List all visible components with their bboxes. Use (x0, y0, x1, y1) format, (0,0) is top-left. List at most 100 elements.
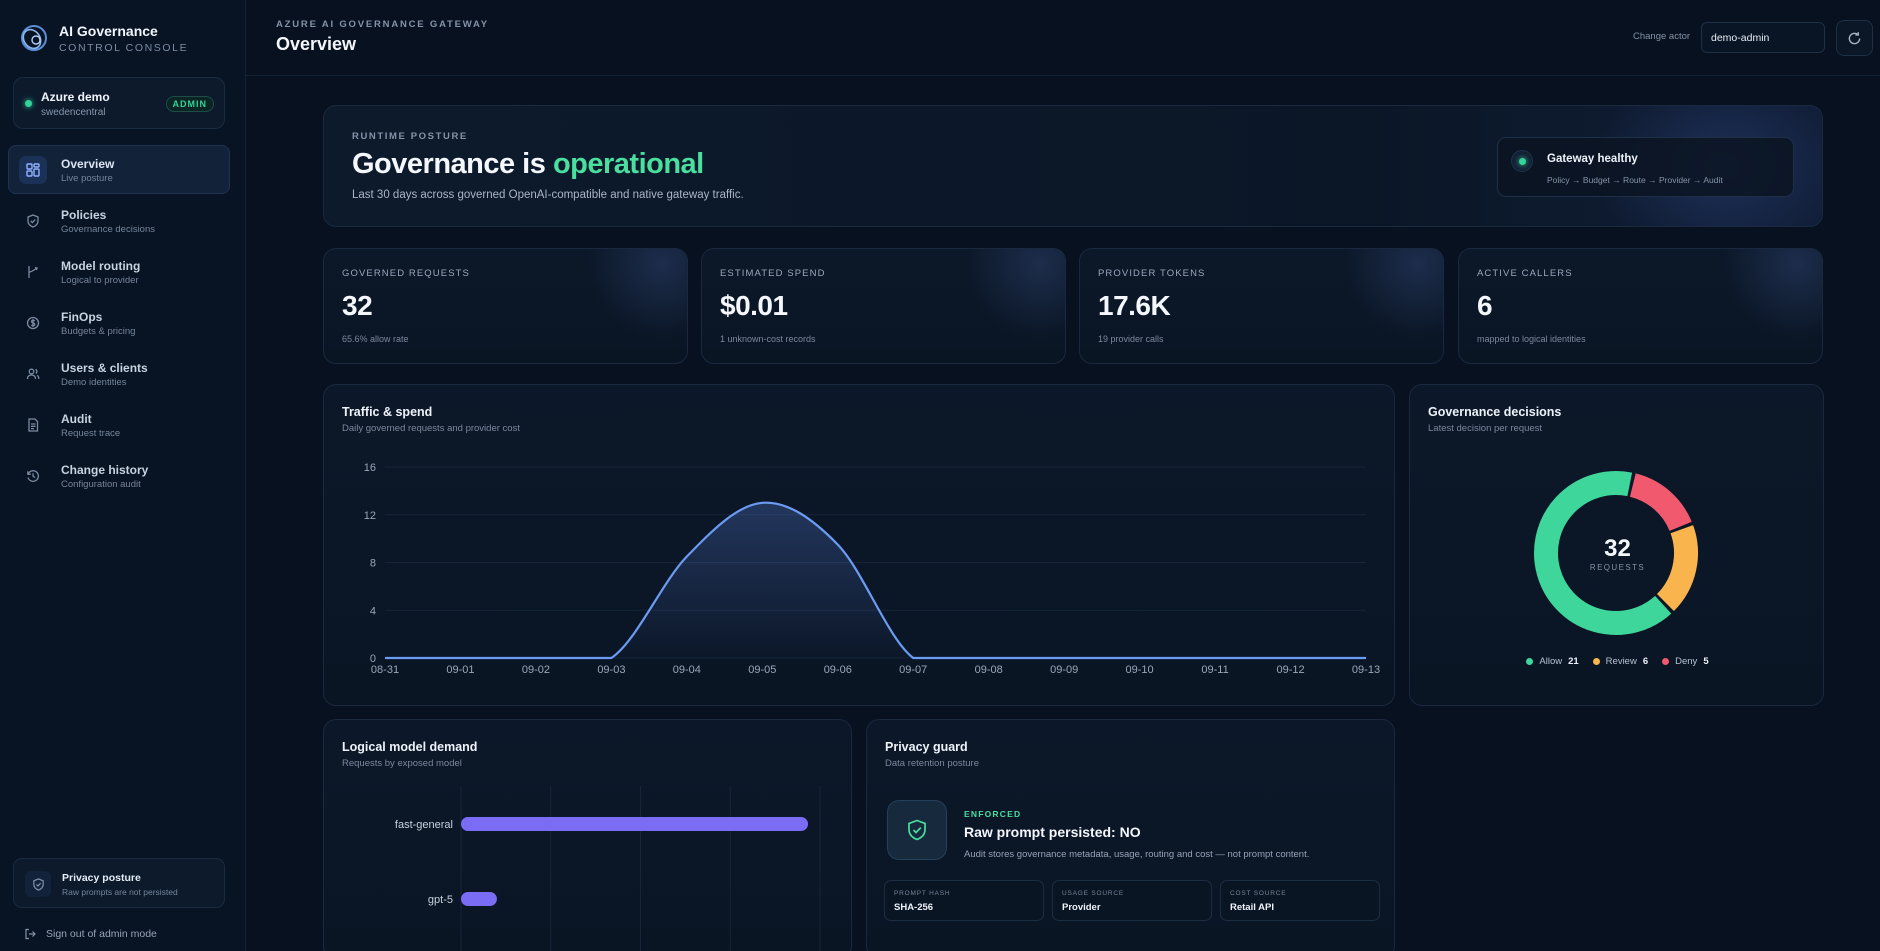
panel-subtitle: Daily governed requests and provider cos… (342, 423, 520, 434)
sidebar-item-sub: Request trace (61, 428, 121, 439)
status-badge: ENFORCED (964, 809, 1022, 819)
legend-label: Deny (1675, 656, 1698, 667)
stat-card-governed-requests: GOVERNED REQUESTS 32 65.6% allow rate (323, 248, 688, 364)
bar-gpt-5 (461, 892, 497, 906)
stat-value: 17.6K (1098, 290, 1171, 321)
sidebar-item-sub: Budgets & pricing (61, 326, 136, 337)
y-tick-label: 0 (370, 653, 376, 665)
sidebar-item-sub: Demo identities (61, 377, 127, 388)
hero-title-accent: operational (552, 148, 704, 180)
tenant-region: swedencentral (41, 107, 106, 118)
panel-subtitle: Latest decision per request (1428, 423, 1543, 434)
stat-value: 32 (342, 290, 373, 321)
donut-slice-allow (1534, 471, 1672, 635)
sidebar-item-model-routing[interactable]: Model routing Logical to provider (8, 247, 230, 296)
stat-sub: mapped to logical identities (1477, 334, 1586, 344)
bar-fast-general (461, 817, 809, 831)
document-icon (19, 411, 47, 439)
legend-label: Allow (1539, 656, 1563, 667)
sidebar-item-sub: Logical to provider (61, 275, 139, 286)
sidebar-item-overview[interactable]: Overview Live posture (8, 145, 230, 194)
meta-usage-source: USAGE SOURCE Provider (1052, 880, 1212, 921)
sidebar-item-label: Audit (61, 412, 92, 426)
brand[interactable]: AI Governance CONTROL CONSOLE (18, 22, 188, 54)
sidebar-item-label: FinOps (61, 310, 103, 324)
donut-total-label: REQUESTS (1589, 563, 1646, 572)
x-tick-label: 09-13 (1352, 664, 1380, 676)
meta-value: SHA-256 (894, 902, 934, 913)
sidebar-item-policies[interactable]: Policies Governance decisions (8, 196, 230, 245)
sign-out-button[interactable]: Sign out of admin mode (24, 928, 157, 940)
demand-bar-chart: fast-general gpt-5 (395, 786, 821, 951)
legend-count: 21 (1568, 656, 1579, 667)
y-tick-label: 16 (364, 462, 376, 474)
hero-description: Last 30 days across governed OpenAI-comp… (352, 189, 744, 201)
series-area (385, 502, 1366, 658)
privacy-posture-sub: Raw prompts are not persisted (62, 887, 178, 897)
x-tick-label: 09-10 (1126, 664, 1154, 676)
traffic-chart: 0 4 8 12 16 08-31 09-01 09-02 09-03 09-04 09-05 09-… (364, 462, 1380, 676)
stat-value: $0.01 (720, 290, 788, 321)
runtime-posture-card: RUNTIME POSTURE Governance is operationa… (323, 105, 1823, 227)
x-tick-label: 09-08 (975, 664, 1003, 676)
decorative-glow (1722, 249, 1822, 339)
topbar: AZURE AI GOVERNANCE GATEWAY Overview Cha… (246, 0, 1880, 76)
stat-sub: 1 unknown-cost records (720, 334, 816, 344)
panel-title: Traffic & spend (342, 405, 433, 419)
traffic-spend-panel: Traffic & spend Daily governed requests … (323, 384, 1395, 706)
x-tick-label: 09-03 (597, 664, 625, 676)
shield-check-icon (887, 800, 947, 860)
stat-card-estimated-spend: ESTIMATED SPEND $0.01 1 unknown-cost rec… (701, 248, 1066, 364)
x-tick-label: 09-11 (1201, 664, 1228, 676)
sidebar-item-label: Policies (61, 208, 107, 222)
meta-cost-source: COST SOURCE Retail API (1220, 880, 1380, 921)
y-tick-label: 12 (364, 510, 376, 522)
sign-out-label: Sign out of admin mode (46, 928, 157, 940)
legend-count: 5 (1703, 656, 1709, 667)
shield-icon (19, 207, 47, 235)
decorative-glow (1343, 249, 1443, 339)
brand-subtitle: CONTROL CONSOLE (59, 41, 189, 54)
sidebar-item-finops[interactable]: FinOps Budgets & pricing (8, 298, 230, 347)
actor-input[interactable] (1701, 22, 1825, 53)
bar-label: fast-general (395, 819, 453, 831)
series-line (385, 501, 1366, 660)
actor-label: Change actor (1633, 31, 1691, 42)
panel-title: Privacy guard (885, 740, 968, 754)
sidebar-item-users-clients[interactable]: Users & clients Demo identities (8, 349, 230, 398)
stat-label: ESTIMATED SPEND (720, 268, 826, 279)
privacy-posture-title: Privacy posture (62, 872, 141, 884)
privacy-description: Audit stores governance metadata, usage,… (964, 849, 1310, 860)
health-title: Gateway healthy (1547, 153, 1638, 165)
sidebar-item-change-history[interactable]: Change history Configuration audit (8, 451, 230, 500)
sidebar-item-sub: Live posture (61, 173, 113, 184)
logical-model-demand-panel: Logical model demand Requests by exposed… (323, 719, 852, 951)
history-icon (19, 462, 47, 490)
meta-key: PROMPT HASH (894, 890, 951, 897)
meta-key: COST SOURCE (1230, 890, 1287, 897)
x-tick-label: 09-01 (446, 664, 474, 676)
role-badge: ADMIN (165, 96, 214, 112)
users-icon (19, 360, 47, 388)
x-tick-label: 09-06 (824, 664, 852, 676)
sidebar-item-audit[interactable]: Audit Request trace (8, 400, 230, 449)
x-tick-label: 09-04 (673, 664, 701, 676)
meta-key: USAGE SOURCE (1062, 890, 1124, 897)
panel-title: Governance decisions (1428, 405, 1562, 419)
legend-item-deny: Deny 5 (1662, 656, 1709, 667)
panel-title: Logical model demand (342, 740, 478, 754)
logout-icon (24, 928, 36, 940)
refresh-icon (1848, 31, 1861, 44)
donut-total: 32 (1604, 535, 1631, 562)
health-indicator (1511, 150, 1533, 172)
x-tick-label: 09-07 (899, 664, 927, 676)
logo-icon (21, 25, 47, 51)
status-dot (1519, 158, 1526, 165)
meta-value: Provider (1062, 902, 1101, 913)
sidebar-item-label: Change history (61, 463, 149, 477)
refresh-button[interactable] (1836, 20, 1873, 56)
sidebar: AI Governance CONTROL CONSOLE Azure demo… (0, 0, 246, 951)
legend-item-allow: Allow 21 (1526, 656, 1579, 667)
privacy-guard-panel: Privacy guard Data retention posture ENF… (866, 719, 1395, 951)
tenant-card[interactable]: Azure demo swedencentral ADMIN (13, 77, 225, 129)
